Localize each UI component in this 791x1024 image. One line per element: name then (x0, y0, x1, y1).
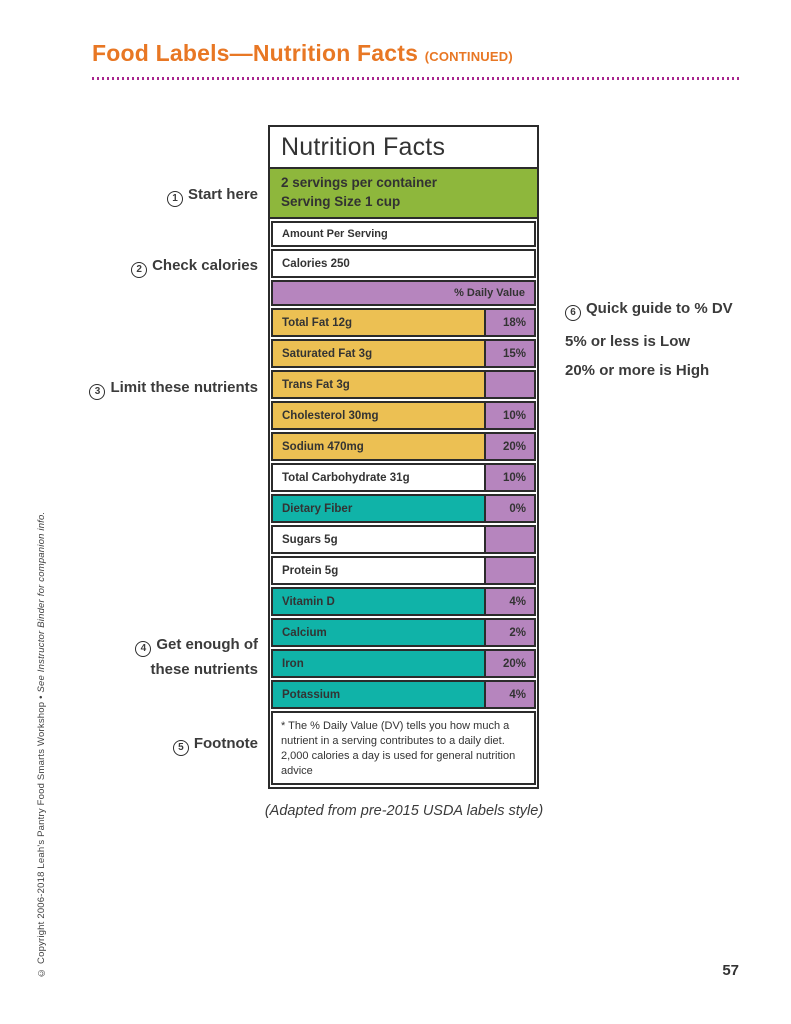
annotation-get-enough: 4 Get enough of these nutrients (60, 636, 258, 678)
nutrient-name: Trans Fat 3g (273, 372, 484, 397)
daily-value-header-text: % Daily Value (454, 287, 525, 299)
amount-per-serving-row: Amount Per Serving (271, 221, 536, 247)
annotation-start-here: 1 Start here (60, 186, 258, 207)
nutrient-row: Calcium 2% (271, 618, 536, 647)
page-title-text: Food Labels—Nutrition Facts (92, 40, 419, 66)
nutrient-daily-value (484, 372, 534, 397)
nutrient-name: Sugars 5g (273, 527, 484, 552)
quick-guide-high: 20% or more is High (565, 361, 710, 379)
copyright-vertical-text: © Copyright 2006-2018 Leah's Pantry Food… (36, 443, 47, 978)
nutrient-daily-value: 20% (484, 434, 534, 459)
nutrient-daily-value: 2% (484, 620, 534, 645)
label-caption: (Adapted from pre-2015 USDA labels style… (264, 803, 544, 819)
nutrient-daily-value: 18% (484, 310, 534, 335)
nutrient-daily-value: 0% (484, 496, 534, 521)
daily-value-header-row: % Daily Value (271, 280, 536, 306)
quick-guide-low: 5% or less is Low (565, 332, 691, 350)
nutrient-row: Total Fat 12g 18% (271, 308, 536, 337)
nutrient-daily-value (484, 558, 534, 583)
annotation-number-1: 1 (166, 190, 183, 207)
nutrient-row: Protein 5g (271, 556, 536, 585)
nutrient-daily-value: 4% (484, 682, 534, 707)
nutrient-daily-value: 4% (484, 589, 534, 614)
footnote-row: * The % Daily Value (DV) tells you how m… (271, 711, 536, 785)
servings-per-container: 2 servings per container (281, 175, 438, 191)
annotation-footnote: 5 Footnote (60, 735, 258, 756)
nutrient-daily-value (484, 527, 534, 552)
nutrient-row: Sugars 5g (271, 525, 536, 554)
annotation-label: Quick guide to % DV (586, 300, 733, 317)
nutrient-rows: Total Fat 12g 18% Saturated Fat 3g 15% T… (271, 308, 536, 709)
annotation-line-2: these nutrients (150, 660, 258, 678)
nutrient-name: Calcium (273, 620, 484, 645)
nutrient-row: Total Carbohydrate 31g 10% (271, 463, 536, 492)
dotted-divider (92, 77, 740, 80)
nutrient-name: Saturated Fat 3g (273, 341, 484, 366)
nutrient-daily-value: 15% (484, 341, 534, 366)
footnote-text: * The % Daily Value (DV) tells you how m… (273, 713, 534, 783)
annotation-number-5: 5 (172, 739, 189, 756)
copyright-text: © Copyright 2006-2018 Leah's Pantry Food… (36, 692, 47, 978)
nutrient-name: Total Carbohydrate 31g (273, 465, 484, 490)
annotation-label: Limit these nutrients (110, 379, 258, 396)
annotation-line-1: 4 Get enough of (60, 636, 258, 657)
nutrient-name: Potassium (273, 682, 484, 707)
calories-text: Calories 250 (273, 251, 534, 276)
annotation-number-2: 2 (131, 261, 148, 278)
nutrient-daily-value: 10% (484, 465, 534, 490)
amount-per-serving-text: Amount Per Serving (273, 223, 534, 245)
nutrient-row: Vitamin D 4% (271, 587, 536, 616)
nutrient-name: Cholesterol 30mg (273, 403, 484, 428)
nutrient-name: Sodium 470mg (273, 434, 484, 459)
annotation-label: Get enough of (156, 636, 258, 653)
annotation-number-6: 6 (565, 304, 581, 321)
nutrient-name: Total Fat 12g (273, 310, 484, 335)
annotation-number-4: 4 (135, 640, 152, 657)
page-title-continued: (CONTINUED) (424, 49, 513, 64)
annotation-limit-nutrients: 3 Limit these nutrients (60, 379, 258, 400)
nutrient-row: Trans Fat 3g (271, 370, 536, 399)
label-body: Amount Per Serving Calories 250 % Daily … (270, 219, 537, 787)
copyright-italic-note: See Instructor Binder for companion info… (36, 511, 47, 693)
nutrient-daily-value: 10% (484, 403, 534, 428)
page-title: Food Labels—Nutrition Facts (CONTINUED) (92, 40, 513, 67)
page-number: 57 (722, 962, 739, 979)
annotation-label: Footnote (193, 735, 258, 752)
annotation-check-calories: 2 Check calories (60, 257, 258, 278)
nutrient-name: Iron (273, 651, 484, 676)
nutrient-row: Sodium 470mg 20% (271, 432, 536, 461)
nutrient-row: Saturated Fat 3g 15% (271, 339, 536, 368)
annotation-quick-guide-title: 6 Quick guide to % DV (565, 300, 775, 321)
annotation-label: Check calories (152, 257, 258, 274)
serving-info-box: 2 servings per container Serving Size 1 … (270, 169, 537, 219)
nutrient-row: Cholesterol 30mg 10% (271, 401, 536, 430)
nutrient-name: Protein 5g (273, 558, 484, 583)
annotation-quick-guide: 6 Quick guide to % DV 5% or less is Low 2… (565, 300, 775, 379)
nutrient-row: Dietary Fiber 0% (271, 494, 536, 523)
calories-row: Calories 250 (271, 249, 536, 278)
nutrition-facts-label: Nutrition Facts 2 servings per container… (268, 125, 539, 789)
nutrient-name: Dietary Fiber (273, 496, 484, 521)
nutrient-row: Iron 20% (271, 649, 536, 678)
serving-size: Serving Size 1 cup (281, 194, 401, 209)
nutrient-name: Vitamin D (273, 589, 484, 614)
annotation-label: Start here (187, 186, 258, 203)
nutrient-daily-value: 20% (484, 651, 534, 676)
annotation-number-3: 3 (89, 383, 106, 400)
nutrient-row: Potassium 4% (271, 680, 536, 709)
label-title: Nutrition Facts (270, 127, 537, 169)
